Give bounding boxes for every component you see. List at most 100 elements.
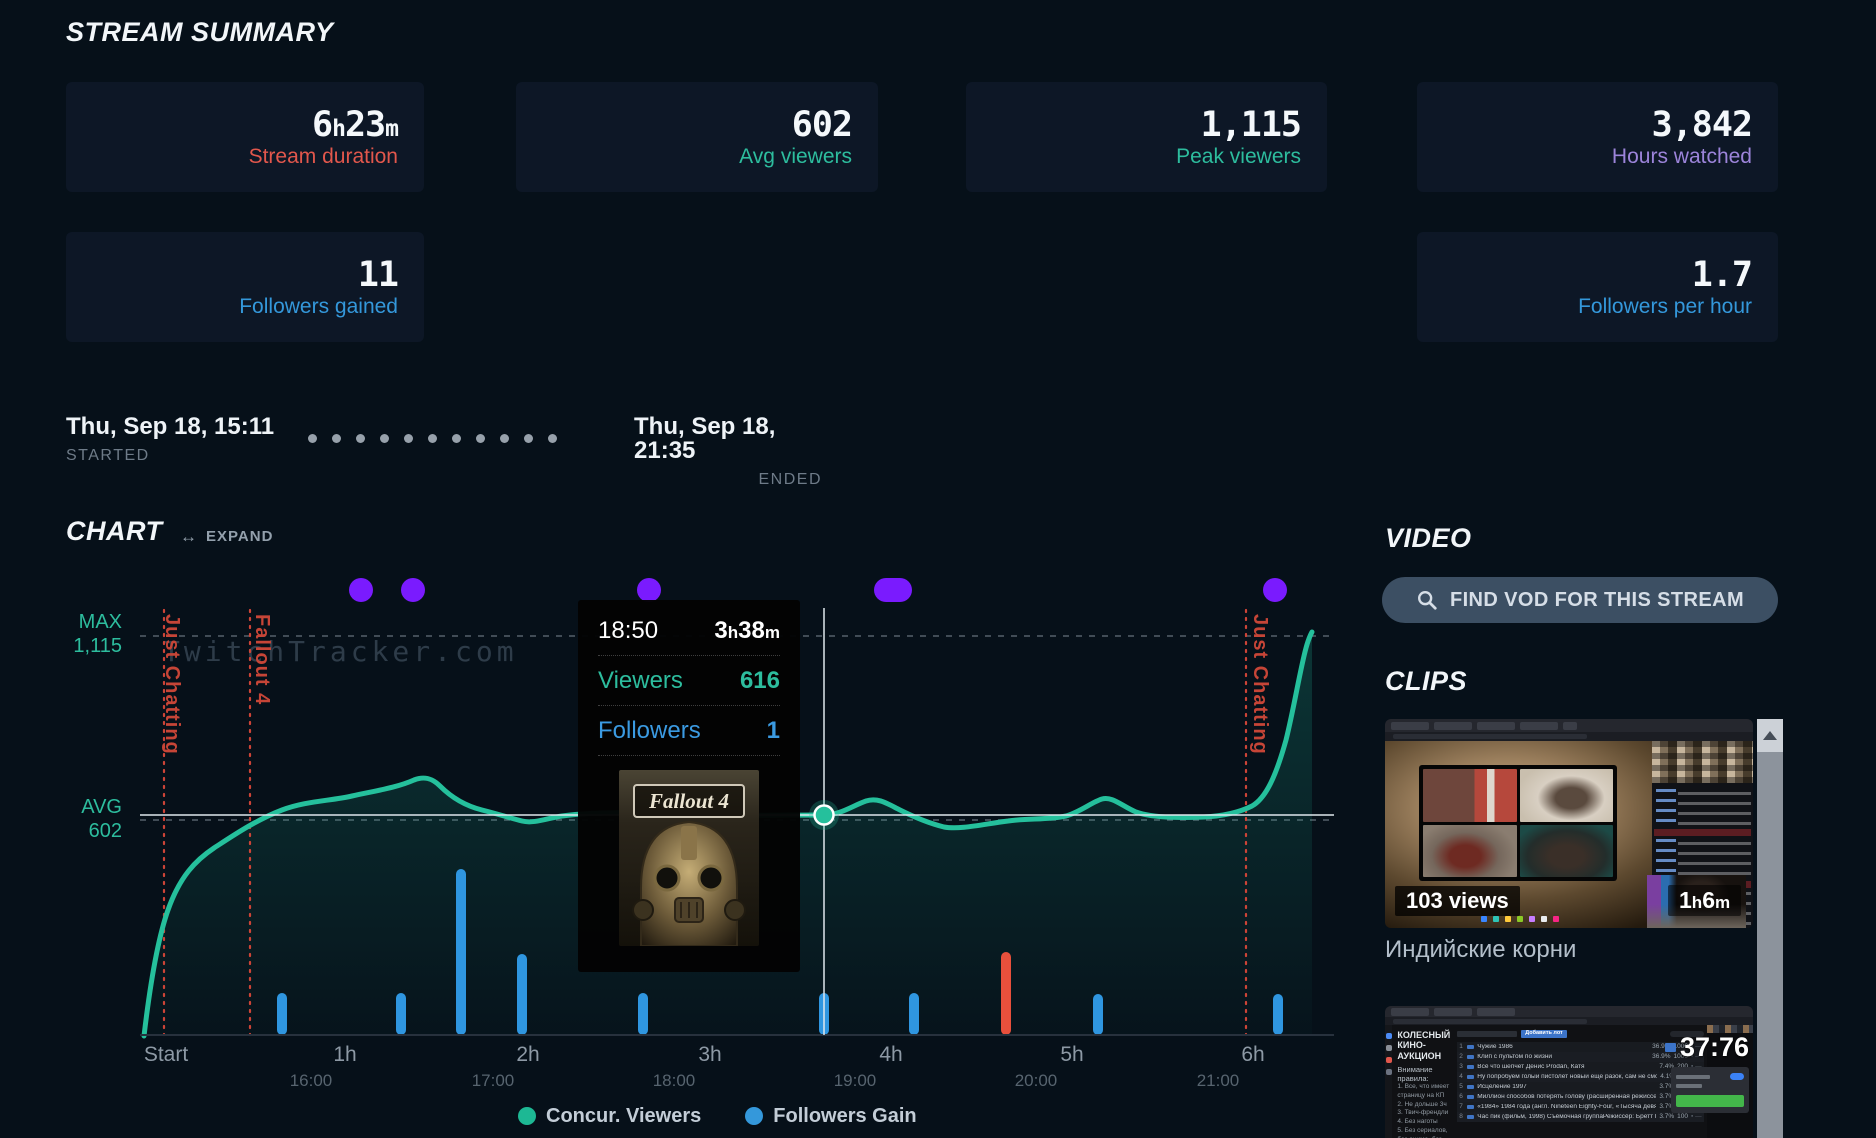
stream-end-block: Thu, Sep 18, 21:35 ENDED [634,415,822,488]
x-time-19: 19:00 [833,1071,877,1090]
stat-label: Hours watched [1611,144,1752,168]
chart-expand-button[interactable]: ↔ EXPAND [180,528,273,545]
x-tick-6h: 6h [1241,1043,1265,1066]
tooltip-elapsed: 3h38m [714,617,780,644]
stat-card-stream-duration: 6h23m Stream duration [66,82,424,192]
game-change-lines [162,608,1248,1037]
x-tick-start: Start [143,1043,189,1066]
stream-preview-strip [1706,1025,1753,1033]
table-row: 8 Час пик (фильм, 1998) Съёмочная группаР… [1457,1112,1704,1122]
browser-tab-bar [1385,1006,1753,1017]
stat-value: 3,842 [1651,104,1753,145]
hover-marker [813,804,835,826]
tooltip-viewers-value: 616 [739,667,780,694]
stat-card-hours-watched: 3,842 Hours watched [1417,82,1778,192]
sidebar-icon-strip [1385,1025,1393,1138]
game-logo-plate: Fallout 4 [633,784,745,818]
stat-card-followers-per-hour: 1.7 Followers per hour [1417,232,1778,342]
stat-card-avg-viewers: 602 Avg viewers [516,82,878,192]
clip2-content: КОЛЕСНЫЙ КИНО- АУКЦИОН Внимание правила:… [1385,1025,1753,1138]
chat-highlight-row [1654,829,1751,836]
avg-value: 602 [88,820,122,842]
x-tick-1h: 1h [333,1043,357,1066]
stream-start-block: Thu, Sep 18, 15:11 STARTED [66,415,274,464]
lot-search-input[interactable] [1669,1031,1704,1037]
green-action-button[interactable] [1676,1095,1744,1107]
call-participant [1519,769,1613,822]
stat-value: 6h23m [312,104,399,145]
viewers-dot-icon [518,1107,536,1125]
stat-value: 1,115 [1200,104,1302,145]
watermark: TwitchTracker.com [163,635,518,668]
call-participant [1423,769,1517,822]
browser-url-bar [1385,732,1753,741]
alerts-panel [1671,1067,1749,1113]
call-participant [1423,824,1517,877]
expand-label: EXPAND [206,528,274,545]
followers-bars [277,869,1283,1035]
start-date: Thu, Sep 18, 15:11 [66,413,275,440]
emote-mosaic [1652,741,1753,783]
page-title: STREAM SUMMARY [66,17,334,47]
browser-tab-bar [1385,719,1753,732]
find-vod-button[interactable]: FIND VOD FOR THIS STREAM [1382,577,1778,623]
stat-card-followers-gained: 11 Followers gained [66,232,424,342]
clip-card-2[interactable]: КОЛЕСНЫЙ КИНО- АУКЦИОН Внимание правила:… [1385,1006,1753,1138]
table-row: 6 Миллион способов потерять голову (расши… [1457,1092,1704,1102]
clips-title: CLIPS [1385,666,1468,696]
max-value: 1,115 [73,635,122,657]
search-icon [1417,591,1437,610]
chart-title: CHART [66,516,163,546]
tooltip-followers-label: Followers [598,717,701,744]
x-time-21: 21:00 [1196,1071,1240,1090]
stat-label: Stream duration [248,144,398,168]
image-icon [1664,1043,1676,1052]
x-tick-4h: 4h [879,1043,903,1066]
chart-legend: Concur. Viewers Followers Gain [518,1106,917,1126]
stat-label: Followers gained [239,294,398,318]
stat-label: Avg viewers [739,144,852,168]
clips-scrollbar-up-button[interactable] [1757,719,1783,752]
stat-card-peak-viewers: 1,115 Peak viewers [966,82,1327,192]
legend-item-followers[interactable]: Followers Gain [745,1106,917,1126]
clip-duration-badge: 1h6m [1668,885,1742,916]
timeline-dots [308,434,557,443]
expand-arrows-icon: ↔ [180,527,198,546]
video-title: VIDEO [1385,523,1472,553]
tooltip-time: 18:50 [598,617,659,644]
x-tick-5h: 5h [1060,1043,1084,1066]
followers-bar-red [1001,952,1011,1035]
x-time-17: 17:00 [471,1071,515,1090]
tooltip-followers-value: 1 [766,717,780,744]
stat-label: Peak viewers [1176,144,1301,168]
stat-label: Followers per hour [1578,294,1752,318]
tooltip-viewers-label: Viewers [598,667,683,694]
clips-scrollbar-thumb[interactable] [1757,752,1783,1138]
clip-marker-dots[interactable] [349,578,1287,602]
followers-dot-icon [745,1107,764,1125]
lot-toolbar: Добавить лот [1457,1029,1704,1039]
end-date: Thu, Sep 18, 21:35 [634,413,776,464]
clip2-right-column: 37:76 [1664,1025,1753,1138]
game-segment-label: Just Chatting [1249,614,1271,755]
call-participant [1519,824,1613,877]
lot-name-input[interactable] [1457,1031,1518,1037]
clip-views-badge: 103 views [1395,886,1520,916]
legend-item-viewers[interactable]: Concur. Viewers [518,1106,701,1126]
stat-value: 11 [357,254,399,295]
toggle-switch[interactable] [1730,1073,1744,1080]
stat-value: 1.7 [1691,254,1753,295]
x-time-20: 20:00 [1014,1071,1058,1090]
clip1-title: Индийские корни [1385,936,1577,963]
x-tick-3h: 3h [698,1043,722,1066]
max-label: MAX [78,611,122,633]
auction-lot-table: Добавить лот 1 Чужие 1986 36.9% 1000 ▪ — 2 Кл… [1454,1025,1706,1138]
video-call-grid [1419,765,1617,881]
table-row: 7 «1984» 1984 года (англ. Nineteen Eighty… [1457,1102,1704,1112]
chart-tooltip: 18:50 3h38m Viewers 616 Followers 1 [578,600,800,972]
x-time-16: 16:00 [289,1071,333,1090]
add-lot-button[interactable]: Добавить лот [1521,1029,1567,1039]
